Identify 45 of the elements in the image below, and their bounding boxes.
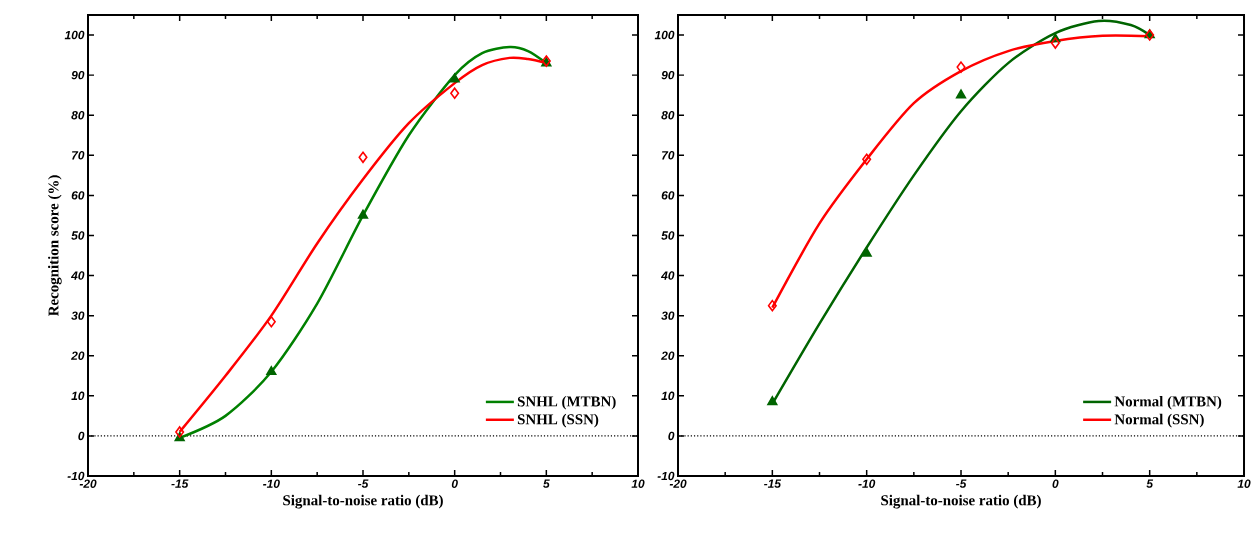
legend-label: Normal (SSN)	[1114, 413, 1204, 428]
y-tick-label: 0	[668, 431, 675, 441]
y-tick-label: -10	[657, 471, 675, 481]
legend-label: Normal (MTBN)	[1114, 396, 1222, 410]
x-tick-label: -15	[764, 479, 782, 488]
x-tick-label: 0	[451, 479, 458, 488]
y-tick-label: 100	[64, 30, 85, 40]
y-axis-title: Recognition score (%)	[48, 175, 62, 317]
legend-label: SNHL (MTBN)	[517, 396, 616, 410]
x-tick-label: -10	[263, 479, 280, 488]
y-tick-label: 90	[661, 70, 675, 80]
y-tick-label: 80	[71, 110, 85, 120]
y-tick-label: 20	[70, 351, 85, 360]
y-tick-label: 60	[661, 191, 675, 200]
y-tick-label: 10	[71, 391, 85, 401]
x-tick-label: 5	[1146, 479, 1154, 488]
y-tick-label: 70	[662, 151, 675, 160]
x-tick-label: 0	[1052, 479, 1059, 488]
y-tick-label: 10	[661, 391, 675, 401]
y-tick-label: 20	[661, 351, 675, 360]
y-tick-label: 0	[78, 431, 85, 441]
x-tick-label: -5	[956, 479, 967, 488]
y-tick-label: 30	[661, 311, 675, 320]
x-tick-label: 10	[631, 479, 645, 488]
x-axis-title: Signal-to-noise ratio (dB)	[881, 494, 1041, 509]
y-tick-label: 100	[654, 30, 675, 40]
legend-label: SNHL (SSN)	[517, 413, 599, 428]
y-tick-label: 90	[71, 70, 85, 80]
x-tick-label: -10	[858, 479, 876, 488]
y-tick-label: 40	[660, 271, 675, 280]
y-tick-label: 40	[70, 271, 85, 280]
y-tick-label: 50	[661, 231, 675, 240]
y-tick-label: 50	[71, 231, 85, 240]
x-tick-label: -20	[79, 479, 97, 488]
x-tick-label: -15	[171, 479, 189, 488]
x-tick-label: 10	[1237, 479, 1251, 488]
y-tick-label: -10	[67, 471, 85, 481]
x-axis-title: Signal-to-noise ratio (dB)	[283, 494, 443, 509]
y-tick-label: 70	[72, 151, 85, 160]
x-tick-label: 5	[543, 479, 550, 488]
y-tick-label: 80	[661, 110, 675, 120]
x-tick-label: -20	[669, 479, 687, 488]
y-tick-label: 60	[71, 191, 85, 200]
x-tick-label: -5	[358, 479, 369, 488]
y-tick-label: 30	[71, 311, 85, 320]
